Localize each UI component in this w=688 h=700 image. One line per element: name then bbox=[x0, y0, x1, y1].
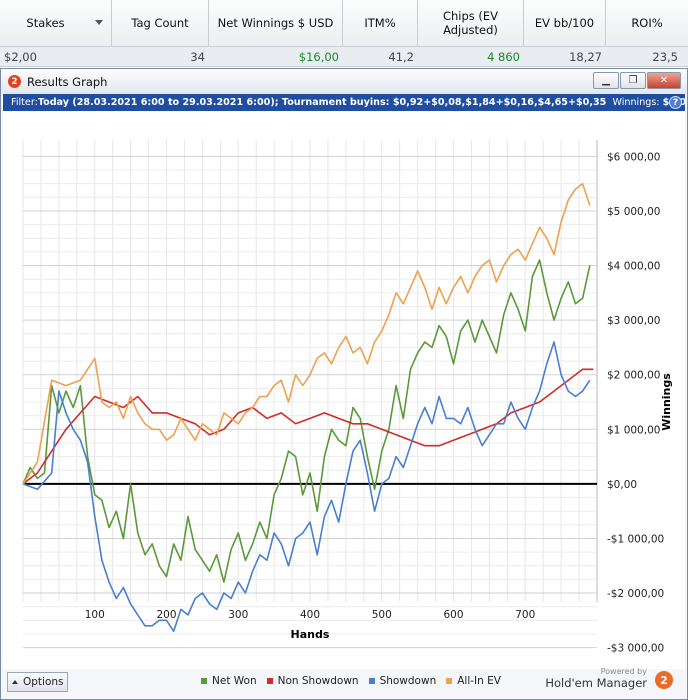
cell-tag-count: 34 bbox=[190, 49, 205, 64]
y-tick-label: $1 000,00 bbox=[607, 424, 660, 436]
column-header-label: ITM% bbox=[364, 16, 396, 30]
bottom-bar: Options Net Won Non Showdown Showdown All-I… bbox=[1, 667, 687, 699]
legend-item[interactable]: Non Showdown bbox=[266, 675, 359, 687]
column-header-itm[interactable]: ITM% bbox=[343, 0, 418, 46]
help-icon[interactable]: ? bbox=[669, 96, 682, 109]
filter-bar: Filter: Today (28.03.2021 6:00 to 29.03.… bbox=[3, 94, 685, 111]
series-line-net-won bbox=[22, 259, 591, 583]
x-tick-label: 600 bbox=[443, 609, 463, 621]
chart-legend: Net Won Non Showdown Showdown All-In EV bbox=[201, 675, 501, 687]
window-controls: ▁ ❐ ✕ bbox=[593, 72, 681, 89]
legend-label: Showdown bbox=[379, 675, 437, 687]
filter-prefix: Filter: bbox=[11, 97, 38, 108]
column-header-stakes[interactable]: Stakes bbox=[0, 0, 112, 46]
column-header-label: EV bb/100 bbox=[534, 16, 595, 30]
y-tick-label: $5 000,00 bbox=[607, 206, 660, 218]
cell-chips-ev: 4 860 bbox=[487, 49, 520, 64]
y-tick-label: $6 000,00 bbox=[607, 151, 660, 163]
x-tick-label: 300 bbox=[228, 609, 248, 621]
cell-roi: 23,5 bbox=[652, 49, 678, 64]
x-axis-label: Hands bbox=[291, 628, 330, 641]
cell-itm: 41,2 bbox=[388, 49, 414, 64]
y-tick-label: -$2 000,00 bbox=[607, 588, 664, 600]
filter-winnings-label: Winnings: bbox=[606, 97, 663, 108]
options-button[interactable]: Options bbox=[7, 672, 68, 692]
y-tick-label: $3 000,00 bbox=[607, 315, 660, 327]
window-title: Results Graph bbox=[27, 74, 108, 89]
y-tick-label: -$3 000,00 bbox=[607, 643, 664, 655]
column-header-tag-count[interactable]: Tag Count bbox=[112, 0, 209, 46]
hem-app-icon: 2 bbox=[8, 75, 21, 88]
x-tick-label: 400 bbox=[300, 609, 320, 621]
legend-swatch bbox=[201, 678, 207, 684]
minimize-button[interactable]: ▁ bbox=[593, 72, 619, 89]
column-header-label: Tag Count bbox=[131, 16, 189, 30]
close-button[interactable]: ✕ bbox=[647, 72, 681, 89]
legend-label: Non Showdown bbox=[277, 675, 359, 687]
column-header-chips-ev[interactable]: Chips (EV Adjusted) bbox=[418, 0, 524, 46]
column-header-roi[interactable]: ROI% bbox=[606, 0, 688, 46]
results-chart: $6 000,00 $5 000,00 $4 000,00 $3 000,00 $2 0… bbox=[3, 112, 685, 672]
brand-name: Hold'em Manager bbox=[545, 676, 647, 690]
results-chart-svg: $6 000,00 $5 000,00 $4 000,00 $3 000,00 $2 0… bbox=[22, 140, 673, 655]
legend-label: All-In EV bbox=[457, 675, 501, 687]
legend-item[interactable]: Net Won bbox=[201, 675, 257, 687]
legend-item[interactable]: Showdown bbox=[368, 675, 437, 687]
column-header-ev-bb100[interactable]: EV bb/100 bbox=[524, 0, 606, 46]
restore-button[interactable]: ❐ bbox=[620, 72, 646, 89]
column-header-net-winnings[interactable]: Net Winnings $ USD bbox=[209, 0, 343, 46]
brand-block: Powered by Hold'em Manager bbox=[545, 667, 647, 690]
legend-swatch bbox=[368, 678, 375, 684]
cell-stakes: $2,00 bbox=[4, 49, 37, 64]
chevron-up-icon bbox=[12, 680, 18, 684]
column-header-label: ROI% bbox=[631, 16, 663, 30]
hem-logo-icon: 2 bbox=[655, 671, 673, 689]
series-line-showdown bbox=[22, 341, 591, 633]
column-header-label: Stakes bbox=[26, 16, 65, 30]
series-line-non-showdown bbox=[22, 368, 594, 485]
x-tick-label: 200 bbox=[156, 609, 176, 621]
options-label: Options bbox=[23, 676, 64, 688]
y-tick-label: $2 000,00 bbox=[607, 370, 660, 382]
cell-net-winnings: $16,00 bbox=[298, 49, 339, 64]
column-header-label: Chips (EV Adjusted) bbox=[442, 9, 499, 37]
cell-ev-bb100: 18,27 bbox=[569, 49, 602, 64]
y-axis-label: Winnings bbox=[660, 373, 673, 431]
filter-text: Today (28.03.2021 6:00 to 29.03.2021 6:0… bbox=[37, 97, 607, 108]
window-titlebar[interactable]: 2 Results Graph ▁ ❐ ✕ bbox=[1, 69, 687, 94]
legend-swatch bbox=[446, 678, 453, 684]
y-tick-label: -$1 000,00 bbox=[607, 533, 664, 545]
table-row[interactable]: $2,00 34 $16,00 41,2 4 860 18,27 23,5 bbox=[0, 47, 688, 67]
legend-item[interactable]: All-In EV bbox=[446, 675, 501, 687]
brand-powered-text: Powered by bbox=[600, 667, 647, 676]
y-tick-label: $4 000,00 bbox=[607, 261, 660, 273]
series-line-all-in-ev bbox=[22, 182, 591, 485]
stats-grid-header: Stakes Tag Count Net Winnings $ USD ITM%… bbox=[0, 0, 688, 47]
y-tick-label: $0,00 bbox=[607, 479, 637, 491]
dropdown-arrow-icon[interactable] bbox=[95, 20, 103, 25]
x-tick-label: 100 bbox=[85, 609, 105, 621]
legend-label: Net Won bbox=[212, 675, 257, 687]
column-header-label: Net Winnings $ USD bbox=[217, 16, 334, 30]
x-tick-label: 700 bbox=[515, 609, 535, 621]
x-tick-label: 500 bbox=[372, 609, 392, 621]
results-graph-window: 2 Results Graph ▁ ❐ ✕ Filter: Today (28.… bbox=[0, 68, 688, 700]
legend-swatch bbox=[266, 678, 273, 684]
